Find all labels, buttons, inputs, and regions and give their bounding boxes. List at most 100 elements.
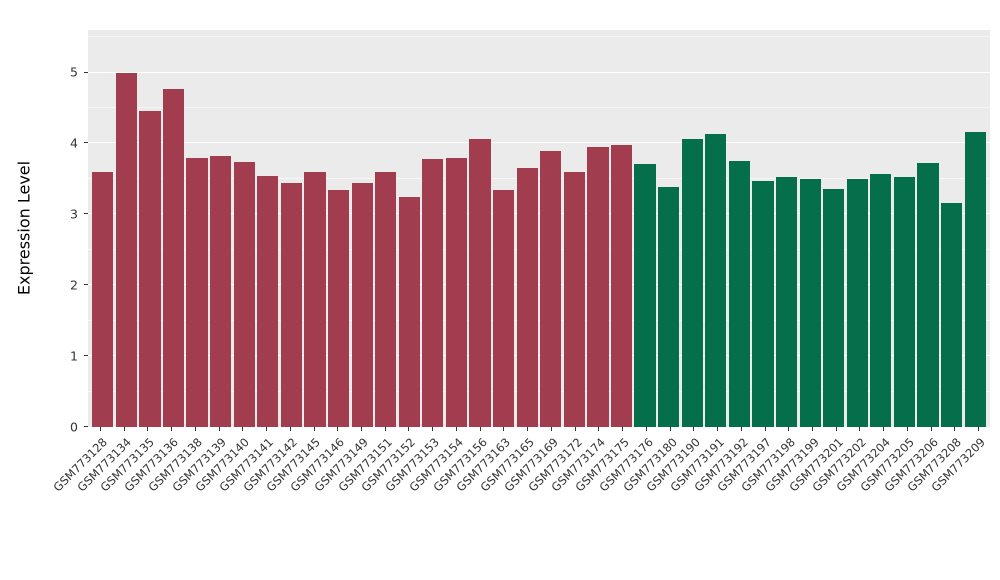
bar-GSM773176 — [634, 164, 656, 427]
x-tick-mark — [764, 427, 766, 431]
x-tick-mark — [455, 427, 457, 431]
gridline-major — [88, 284, 990, 286]
bar-GSM773199 — [799, 178, 821, 427]
y-tick-mark — [84, 71, 88, 73]
bar-cell — [303, 30, 327, 427]
y-tick-mark — [84, 426, 88, 427]
bar-cell — [657, 30, 681, 427]
x-tick-mark — [289, 427, 291, 431]
bar-cell — [704, 30, 728, 427]
gridline-minor — [88, 319, 990, 321]
bar-GSM773174 — [587, 146, 609, 427]
gridline-major — [88, 142, 990, 144]
bar-GSM773165 — [516, 168, 538, 427]
x-tick-mark — [123, 427, 125, 431]
bar-cell — [138, 30, 162, 427]
bar-cell — [822, 30, 846, 427]
x-tick-mark — [147, 427, 149, 431]
gridline-major — [88, 71, 990, 73]
bar-cell — [916, 30, 940, 427]
bar-GSM773140 — [233, 161, 255, 427]
bar-GSM773175 — [610, 144, 633, 427]
x-tick-mark — [384, 427, 386, 431]
x-tick-mark — [598, 427, 600, 431]
bar-GSM773156 — [469, 139, 491, 427]
x-tick-mark — [266, 427, 268, 431]
gridline-major — [88, 355, 990, 357]
bar-GSM773169 — [540, 150, 562, 427]
gridline-minor — [88, 177, 990, 179]
bar-cell — [563, 30, 587, 427]
bar-GSM773163 — [493, 190, 515, 427]
x-tick-mark — [930, 427, 932, 431]
x-tick-mark — [693, 427, 695, 431]
x-tick-mark — [313, 427, 315, 431]
bar-cell — [751, 30, 775, 427]
x-tick-mark — [788, 427, 790, 431]
bar-GSM773197 — [752, 181, 774, 427]
bar-GSM773190 — [681, 139, 703, 427]
bar-cell — [327, 30, 351, 427]
bar-cell — [610, 30, 634, 427]
y-tick-label: 4 — [70, 135, 78, 151]
bar-cell — [798, 30, 822, 427]
x-tick-mark — [835, 427, 837, 431]
x-tick-mark — [171, 427, 173, 431]
bar-cell — [350, 30, 374, 427]
bar-GSM773191 — [705, 134, 727, 427]
bar-cell — [280, 30, 304, 427]
bar-GSM773205 — [893, 176, 916, 427]
bar-GSM773146 — [327, 190, 350, 427]
bar-GSM773208 — [940, 202, 963, 427]
bar-cell — [445, 30, 469, 427]
bar-cell — [586, 30, 610, 427]
bar-GSM773204 — [870, 173, 892, 427]
x-tick-mark — [360, 427, 362, 431]
x-tick-mark — [717, 427, 719, 431]
bar-cell — [728, 30, 752, 427]
x-tick-mark — [906, 427, 908, 431]
bar-cell — [940, 30, 964, 427]
gridline-minor — [88, 106, 990, 108]
bar-GSM773135 — [139, 110, 161, 427]
bar-GSM773151 — [375, 171, 397, 427]
bar-GSM773206 — [917, 162, 939, 427]
bar-GSM773201 — [823, 188, 845, 427]
bar-cell — [633, 30, 657, 427]
bar-GSM773136 — [162, 88, 185, 427]
x-tick-mark — [550, 427, 552, 431]
bar-cell — [374, 30, 398, 427]
x-tick-mark — [669, 427, 671, 431]
bar-cell — [91, 30, 115, 427]
y-tick-label: 5 — [70, 64, 78, 80]
gridline-major — [88, 213, 990, 215]
x-tick-mark — [527, 427, 529, 431]
bar-GSM773153 — [422, 159, 444, 427]
bar-cell — [421, 30, 445, 427]
bar-GSM773209 — [964, 132, 986, 427]
x-tick-mark — [479, 427, 481, 431]
bar-cell — [468, 30, 492, 427]
bar-GSM773172 — [563, 171, 585, 427]
bar-cell — [185, 30, 209, 427]
bar-cell — [515, 30, 539, 427]
x-tick-mark — [337, 427, 339, 431]
bar-GSM773138 — [186, 157, 208, 427]
x-tick-mark — [574, 427, 576, 431]
bar-cell — [398, 30, 422, 427]
gridline-minor — [88, 248, 990, 250]
x-tick-mark — [883, 427, 885, 431]
bar-cell — [680, 30, 704, 427]
plot-panel — [88, 30, 990, 427]
bar-GSM773202 — [846, 178, 868, 427]
bar-cell — [775, 30, 799, 427]
bar-cell — [209, 30, 233, 427]
bar-GSM773198 — [775, 176, 798, 427]
x-tick-mark — [218, 427, 220, 431]
bar-cell — [115, 30, 139, 427]
x-axis-ticks — [88, 427, 990, 432]
bar-cell — [539, 30, 563, 427]
x-tick-mark — [978, 427, 980, 431]
bar-GSM773149 — [351, 183, 373, 427]
